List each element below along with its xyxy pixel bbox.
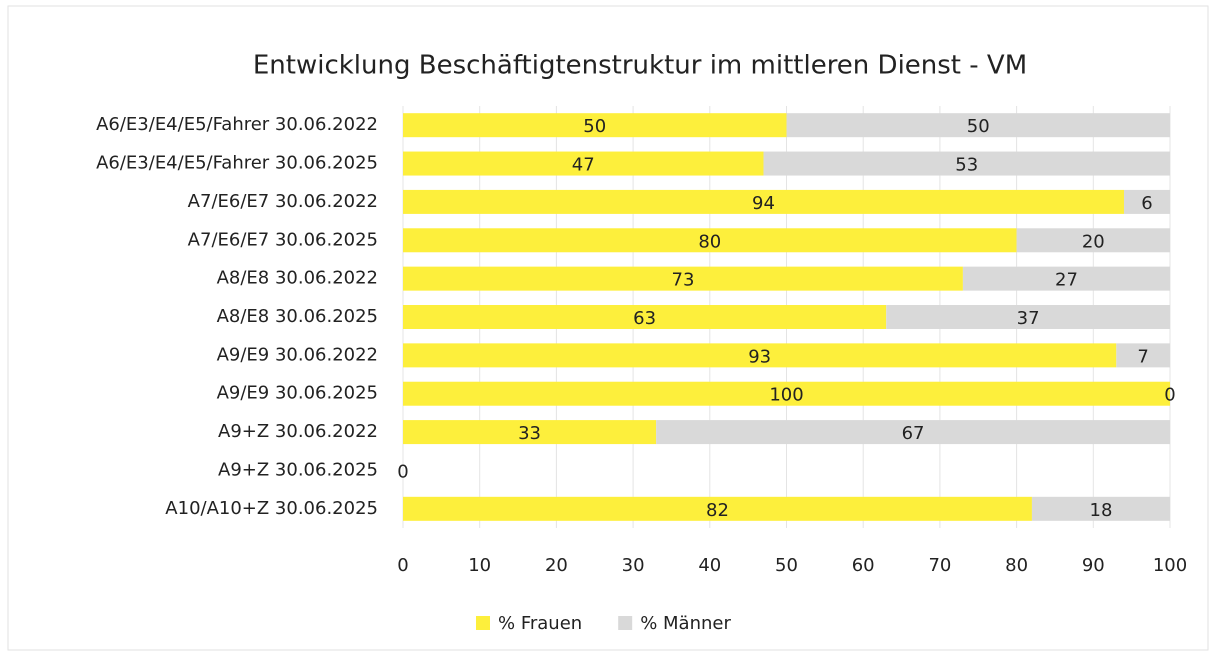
bar-segment <box>403 189 1124 214</box>
legend-label: % Männer <box>640 613 731 634</box>
data-label: 0 <box>1164 385 1175 406</box>
bar-segment <box>403 113 787 138</box>
bar-segment <box>1016 228 1170 253</box>
bar-segment <box>403 496 1032 521</box>
y-tick-label: A9+Z 30.06.2025 <box>218 459 378 480</box>
x-tick-label: 0 <box>397 555 408 576</box>
data-label: 27 <box>1055 270 1078 291</box>
legend-swatch <box>476 616 490 630</box>
data-label: 18 <box>1090 500 1113 521</box>
x-tick-label: 80 <box>1005 555 1028 576</box>
data-label: 73 <box>672 270 695 291</box>
data-label: 37 <box>1017 308 1040 329</box>
bar-segment <box>1116 343 1170 368</box>
data-label: 82 <box>706 500 729 521</box>
x-tick-label: 70 <box>928 555 951 576</box>
bar-segment <box>403 151 764 176</box>
bar-segment <box>403 266 963 291</box>
y-tick-label: A9+Z 30.06.2022 <box>218 421 378 442</box>
data-label: 53 <box>955 155 978 176</box>
x-tick-label: 100 <box>1153 555 1187 576</box>
x-tick-label: 20 <box>545 555 568 576</box>
bar-segment <box>763 151 1170 176</box>
y-tick-label: A6/E3/E4/E5/Fahrer 30.06.2022 <box>96 114 378 135</box>
data-label: 67 <box>902 423 925 444</box>
data-label: 50 <box>967 116 990 137</box>
bar-segment <box>786 113 1170 138</box>
bar-segment <box>656 420 1170 445</box>
data-label: 7 <box>1137 346 1148 367</box>
bar-segment <box>403 381 1170 406</box>
y-tick-label: A8/E8 30.06.2022 <box>217 268 378 289</box>
bar-segment <box>403 343 1117 368</box>
y-tick-label: A8/E8 30.06.2025 <box>217 306 378 327</box>
y-tick-label: A6/E3/E4/E5/Fahrer 30.06.2025 <box>96 153 378 174</box>
x-tick-label: 30 <box>622 555 645 576</box>
bar-segment <box>962 266 1170 291</box>
bar-segment <box>403 305 887 329</box>
y-tick-label: A7/E6/E7 30.06.2022 <box>188 191 378 212</box>
y-tick-label: A10/A10+Z 30.06.2025 <box>165 498 378 519</box>
x-tick-label: 10 <box>468 555 491 576</box>
data-label: 63 <box>633 308 656 329</box>
data-label: 93 <box>748 346 771 367</box>
y-tick-label: A7/E6/E7 30.06.2025 <box>188 229 378 250</box>
legend-swatch <box>618 616 633 630</box>
data-label: 33 <box>518 423 541 444</box>
bar-segment <box>1031 496 1170 521</box>
data-label: 20 <box>1082 231 1105 252</box>
bar-segment <box>403 420 657 445</box>
x-tick-label: 50 <box>775 555 798 576</box>
data-label: 80 <box>698 231 721 252</box>
x-tick-label: 90 <box>1082 555 1105 576</box>
data-label: 94 <box>752 193 775 214</box>
bar-segment <box>403 228 1017 253</box>
chart-title: Entwicklung Beschäftigtenstruktur im mit… <box>253 51 1027 81</box>
data-label: 47 <box>572 155 595 176</box>
data-label: 0 <box>397 461 408 482</box>
data-label: 6 <box>1141 193 1152 214</box>
y-tick-label: A9/E9 30.06.2022 <box>217 344 378 365</box>
data-label: 50 <box>583 116 606 137</box>
x-tick-label: 60 <box>852 555 875 576</box>
bar-segment <box>1123 189 1170 214</box>
legend-label: % Frauen <box>498 613 582 634</box>
x-tick-label: 40 <box>698 555 721 576</box>
y-tick-label: A9/E9 30.06.2025 <box>217 383 378 404</box>
data-label: 100 <box>769 385 803 406</box>
bar-segment <box>886 305 1170 329</box>
